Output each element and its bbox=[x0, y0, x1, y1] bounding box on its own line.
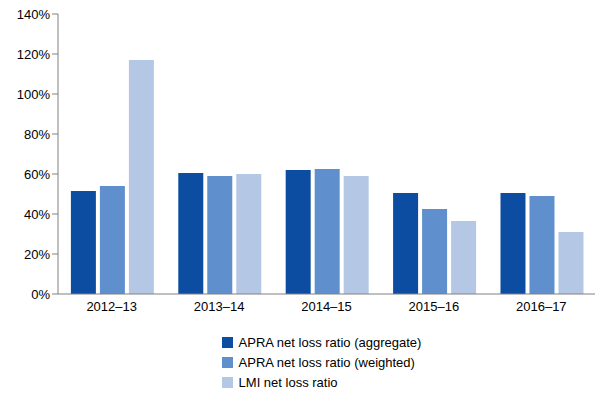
svg-text:140%: 140% bbox=[17, 8, 51, 22]
html-text:APRA net loss ratio (aggregate: APRA net loss ratio (aggregate) bbox=[238, 334, 422, 350]
svg-text:60%: 60% bbox=[24, 167, 50, 182]
svg-text:2013–14: 2013–14 bbox=[194, 299, 245, 314]
svg-text:20%: 20% bbox=[24, 247, 50, 262]
html-text:LMI net loss ratio: LMI net loss ratio bbox=[238, 374, 338, 390]
svg-text:40%: 40% bbox=[24, 207, 50, 222]
svg-text:2014–15: 2014–15 bbox=[301, 299, 352, 314]
svg-text:2012–13: 2012–13 bbox=[86, 299, 137, 314]
html-text:APRA net loss ratio (weighted): APRA net loss ratio (weighted) bbox=[238, 354, 415, 370]
svg-text:120%: 120% bbox=[17, 47, 51, 62]
svg-text:80%: 80% bbox=[24, 127, 50, 142]
svg-text:0%: 0% bbox=[31, 287, 50, 302]
svg-text:100%: 100% bbox=[17, 87, 51, 102]
svg-text:2015–16: 2015–16 bbox=[409, 299, 460, 314]
svg-text:2016–17: 2016–17 bbox=[516, 299, 567, 314]
